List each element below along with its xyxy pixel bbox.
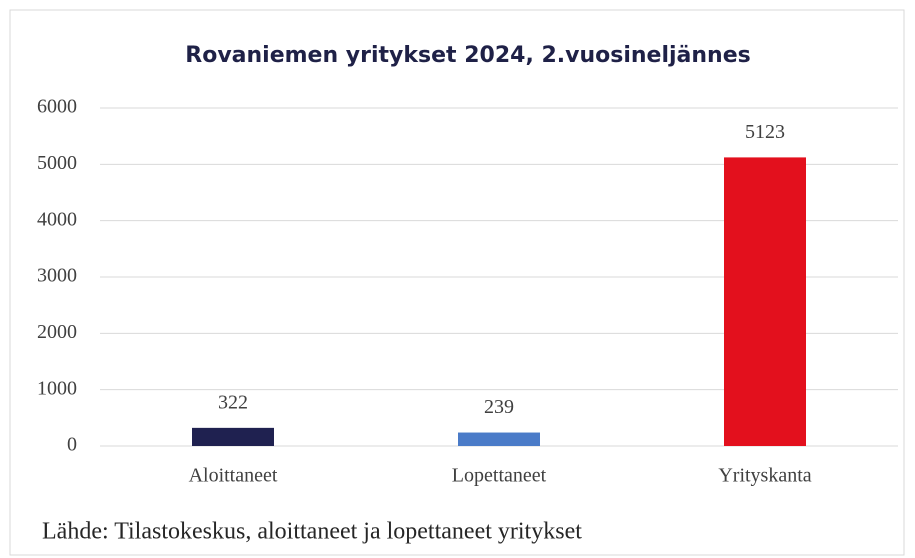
- y-tick-label: 0: [67, 434, 77, 456]
- bar: [724, 157, 806, 446]
- x-tick-label: Yrityskanta: [718, 465, 811, 487]
- y-tick-label: 4000: [37, 208, 77, 230]
- chart-title: Rovaniemen yritykset 2024, 2.vuosineljän…: [185, 43, 750, 68]
- y-tick-label: 6000: [37, 96, 77, 118]
- data-label: 322: [218, 391, 248, 413]
- data-label: 239: [484, 396, 514, 418]
- y-tick-label: 2000: [37, 321, 77, 343]
- y-tick-label: 3000: [37, 265, 77, 287]
- x-tick-label: Lopettaneet: [452, 465, 547, 487]
- y-tick-label: 5000: [37, 152, 77, 174]
- data-label: 5123: [745, 121, 785, 143]
- bar: [192, 427, 274, 446]
- bar: [458, 432, 540, 446]
- y-tick-label: 1000: [37, 377, 77, 399]
- x-tick-label: Aloittaneet: [189, 465, 278, 487]
- source-note: Lähde: Tilastokeskus, aloittaneet ja lop…: [42, 519, 582, 545]
